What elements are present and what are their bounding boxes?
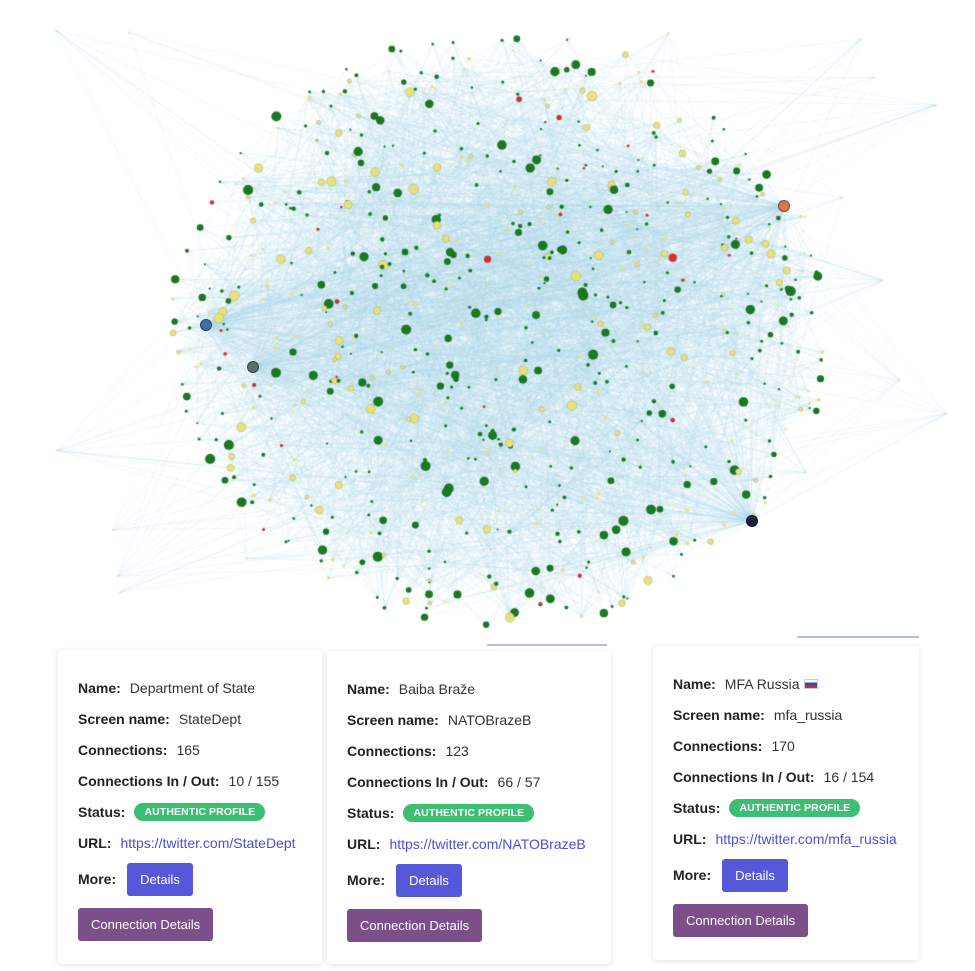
status-badge: AUTHENTIC PROFILE — [134, 802, 266, 821]
screen-name-value: StateDept — [178, 710, 242, 727]
profile-card-natobrazeb: Name: Baiba Braže Screen name: NATOBraze… — [327, 651, 611, 964]
more-label: More: — [347, 872, 386, 888]
connections-value: 165 — [176, 741, 200, 758]
profile-card-statedept: Name: Department of State Screen name: S… — [58, 650, 322, 964]
connections-row: Connections: 165 — [78, 734, 302, 765]
status-label: Status: — [78, 803, 126, 820]
more-row: More: Details — [78, 858, 302, 900]
screen-name-value: NATOBrazeB — [447, 711, 532, 728]
connections-row: Connections: 123 — [347, 735, 591, 766]
name-label: Name: — [673, 675, 716, 692]
screen-name-row: Screen name: mfa_russia — [673, 699, 899, 730]
screen-name-row: Screen name: NATOBrazeB — [347, 704, 591, 735]
name-row: Name: Department of State — [78, 672, 302, 703]
connection-details-button[interactable]: Connection Details — [78, 908, 214, 941]
in-out-value: 10 / 155 — [228, 772, 280, 789]
details-button[interactable]: Details — [127, 862, 193, 896]
card-top-bar — [487, 644, 607, 646]
connections-label: Connections: — [78, 741, 168, 758]
name-row: Name: MFA Russia — [673, 668, 899, 699]
status-row: Status: AUTHENTIC PROFILE — [347, 797, 591, 828]
details-button[interactable]: Details — [396, 863, 462, 897]
more-row: More: Details — [347, 859, 591, 901]
screen-name-row: Screen name: StateDept — [78, 703, 302, 734]
name-label: Name: — [347, 680, 390, 697]
connections-label: Connections: — [347, 742, 437, 759]
status-row: Status: AUTHENTIC PROFILE — [78, 796, 302, 827]
connections-value: 123 — [445, 742, 469, 759]
connections-row: Connections: 170 — [673, 730, 899, 761]
profile-card-mfa-russia: Name: MFA Russia Screen name: mfa_russia… — [653, 646, 919, 960]
in-out-label: Connections In / Out: — [673, 768, 815, 785]
screen-name-value: mfa_russia — [773, 706, 843, 723]
mfa-russia-emblem-icon[interactable] — [746, 515, 758, 527]
russia-flag-icon — [803, 678, 818, 689]
more-row: More: Details — [673, 854, 899, 896]
profile-url-link[interactable]: https://twitter.com/StateDept — [120, 834, 296, 851]
nato-avatar-icon[interactable] — [247, 361, 259, 373]
connections-value: 170 — [771, 737, 795, 754]
connection-details-button[interactable]: Connection Details — [673, 904, 809, 937]
details-button[interactable]: Details — [722, 858, 788, 892]
screen-name-label: Screen name: — [78, 710, 170, 727]
person-avatar-icon[interactable] — [778, 200, 790, 212]
card-top-bar — [797, 636, 919, 638]
profile-url-link[interactable]: https://twitter.com/mfa_russia — [715, 830, 897, 847]
status-label: Status: — [347, 804, 395, 821]
in-out-label: Connections In / Out: — [347, 773, 489, 790]
profile-url-link[interactable]: https://twitter.com/NATOBrazeB — [389, 835, 586, 852]
in-out-row: Connections In / Out: 16 / 154 — [673, 761, 899, 792]
url-row: URL: https://twitter.com/NATOBrazeB — [347, 828, 591, 859]
url-row: URL: https://twitter.com/mfa_russia — [673, 823, 899, 854]
screen-name-label: Screen name: — [347, 711, 439, 728]
status-label: Status: — [673, 799, 721, 816]
state-dept-seal-icon[interactable] — [200, 319, 212, 331]
more-label: More: — [673, 867, 712, 883]
in-out-row: Connections In / Out: 66 / 57 — [347, 766, 591, 797]
status-badge: AUTHENTIC PROFILE — [403, 803, 535, 822]
name-value: MFA Russia — [724, 675, 800, 692]
name-value: Baiba Braže — [398, 680, 476, 697]
url-label: URL: — [673, 830, 707, 847]
status-row: Status: AUTHENTIC PROFILE — [673, 792, 899, 823]
status-badge: AUTHENTIC PROFILE — [729, 798, 861, 817]
name-row: Name: Baiba Braže — [347, 673, 591, 704]
more-label: More: — [78, 871, 117, 887]
url-row: URL: https://twitter.com/StateDept — [78, 827, 302, 858]
url-label: URL: — [78, 834, 112, 851]
name-label: Name: — [78, 679, 121, 696]
connection-details-button[interactable]: Connection Details — [347, 909, 483, 942]
url-label: URL: — [347, 835, 381, 852]
connections-label: Connections: — [673, 737, 763, 754]
in-out-label: Connections In / Out: — [78, 772, 220, 789]
in-out-row: Connections In / Out: 10 / 155 — [78, 765, 302, 796]
in-out-value: 66 / 57 — [497, 773, 541, 790]
in-out-value: 16 / 154 — [823, 768, 875, 785]
name-value: Department of State — [129, 679, 256, 696]
screen-name-label: Screen name: — [673, 706, 765, 723]
